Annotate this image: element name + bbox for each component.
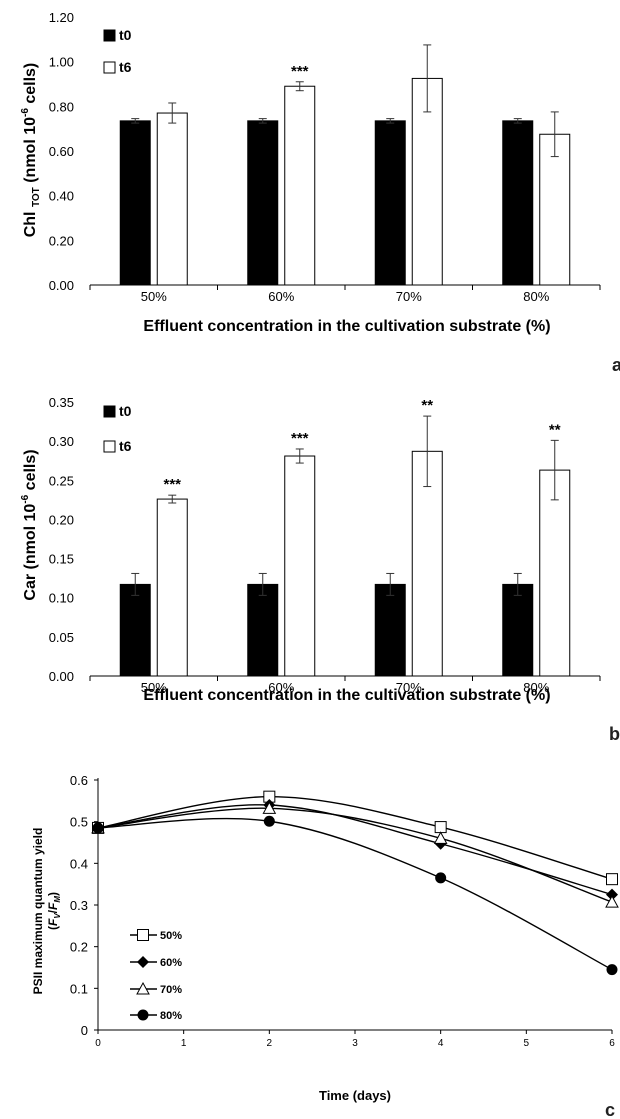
x-tick-label: 2 [267, 1038, 273, 1049]
bar [119, 583, 151, 677]
x-tick-label: 60% [268, 289, 294, 304]
bar [539, 469, 571, 677]
data-point [605, 895, 619, 908]
bar [539, 133, 571, 286]
legend-label: 80% [160, 1010, 182, 1022]
significance-label: *** [291, 430, 309, 447]
y-tick-label: 0.10 [49, 591, 74, 606]
bar [502, 583, 534, 677]
data-point [606, 964, 618, 976]
data-point [435, 872, 447, 884]
y-tick-label: 0.00 [49, 278, 74, 293]
bar [284, 85, 316, 286]
data-point [606, 873, 618, 886]
y-tick-label: 1.00 [49, 55, 74, 70]
panel-b-letter: b [609, 724, 620, 744]
legend-label: t6 [119, 59, 132, 75]
series-line [97, 795, 613, 880]
bar [502, 120, 534, 286]
bar [284, 455, 316, 677]
x-tick-label: 70% [396, 289, 422, 304]
x-tick-label: 70% [396, 680, 422, 695]
x-tick-label: 0 [95, 1038, 101, 1049]
legend-marker [137, 1009, 149, 1021]
panel-a-letter: a [612, 355, 620, 375]
panel-b-y-axis-label: Car (nmol 10-6 cells) [20, 449, 39, 600]
y-tick-label: 0.30 [49, 434, 74, 449]
data-point [263, 815, 275, 827]
x-tick-label: 80% [523, 680, 549, 695]
bar [374, 583, 406, 677]
x-tick-label: 60% [268, 680, 294, 695]
x-tick-label: 1 [181, 1038, 187, 1049]
panel-a-x-axis-label: Effluent concentration in the cultivatio… [143, 318, 550, 335]
panel-b-x-axis-label: Effluent concentration in the cultivatio… [143, 687, 550, 704]
legend-marker [137, 956, 149, 968]
panel-c-y-axis-label-line2: (FV/FM) [46, 892, 62, 930]
legend-marker [137, 929, 149, 941]
y-tick-label: 0.1 [70, 981, 88, 996]
legend-label: t6 [119, 438, 132, 454]
bar [119, 120, 151, 286]
data-point [262, 801, 277, 814]
legend-swatch [103, 405, 116, 418]
y-tick-label: 0.60 [49, 144, 74, 159]
y-tick-label: 0.15 [49, 552, 74, 567]
bar [156, 498, 188, 677]
series-line [97, 807, 613, 903]
y-tick-label: 0.05 [49, 630, 74, 645]
x-tick-label: 5 [524, 1038, 530, 1049]
legend-label: t0 [119, 27, 132, 43]
y-tick-label: 1.20 [49, 10, 74, 25]
x-tick-label: 6 [609, 1038, 615, 1049]
data-point [606, 888, 618, 901]
y-tick-label: 0.00 [49, 669, 74, 684]
legend-swatch [103, 440, 116, 453]
series-line [97, 817, 613, 971]
legend-swatch [103, 29, 116, 42]
y-tick-label: 0.4 [70, 856, 88, 871]
y-tick-label: 0.3 [70, 898, 88, 913]
data-point [92, 822, 104, 834]
legend-label: t0 [119, 403, 132, 419]
y-tick-label: 0.5 [70, 815, 88, 830]
significance-label: ** [421, 397, 433, 414]
significance-label: ** [549, 421, 561, 438]
legend-label: 70% [160, 984, 182, 996]
legend-label: 50% [160, 930, 182, 942]
y-tick-label: 0.20 [49, 233, 74, 248]
x-tick-label: 3 [352, 1038, 358, 1049]
x-tick-label: 50% [141, 289, 167, 304]
y-tick-label: 0.2 [70, 940, 88, 955]
panel-c-y-axis-label-line1: PSII maximum quantum yield [31, 828, 45, 995]
x-tick-label: 50% [141, 680, 167, 695]
significance-label: *** [291, 63, 309, 80]
y-tick-label: 0.25 [49, 473, 74, 488]
legend-marker [136, 981, 150, 995]
x-tick-label: 80% [523, 289, 549, 304]
significance-label: *** [163, 476, 181, 493]
bar [374, 120, 406, 286]
panel-a-y-axis-label: Chl TOT (nmol 10-6 cells) [20, 63, 42, 238]
bar [156, 112, 188, 286]
panel-c-letter: c [605, 1100, 615, 1119]
bar [411, 450, 443, 677]
y-tick-label: 0.40 [49, 189, 74, 204]
x-tick-label: 4 [438, 1038, 444, 1049]
legend-swatch [103, 61, 116, 74]
legend-label: 60% [160, 957, 182, 969]
y-tick-label: 0 [81, 1023, 88, 1038]
bar [247, 120, 279, 286]
y-tick-label: 0.20 [49, 512, 74, 527]
y-tick-label: 0.35 [49, 395, 74, 410]
bar [247, 583, 279, 677]
y-tick-label: 0.6 [70, 773, 88, 788]
data-point [433, 831, 448, 844]
y-tick-label: 0.80 [49, 99, 74, 114]
panel-c-x-axis-label: Time (days) [319, 1088, 391, 1103]
data-point [434, 821, 447, 834]
